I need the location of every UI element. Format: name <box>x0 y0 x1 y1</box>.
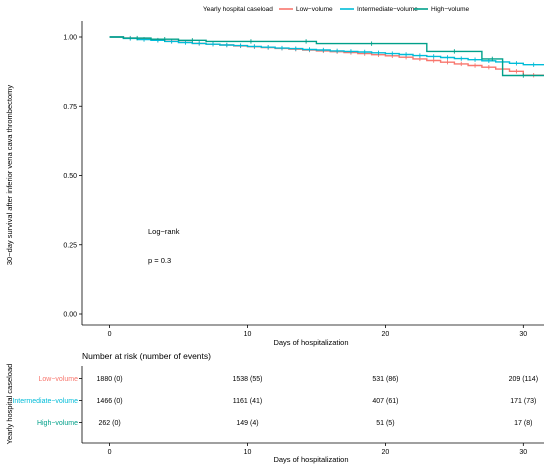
legend-label-low: Low−volume <box>296 6 333 13</box>
pvalue-label: p = 0.3 <box>148 256 171 265</box>
risk-row-label: Intermediate−volume <box>12 398 78 405</box>
survival-curves <box>109 35 544 78</box>
risk-row-label: High−volume <box>37 420 78 427</box>
main-plot: 0.00 0.25 0.50 0.75 1.00 0 10 20 30 30−day surv… <box>5 21 544 347</box>
risk-cell: 1161 (41) <box>233 398 262 405</box>
y-axis-label: 30−day survival after inferior vena cava… <box>5 85 14 266</box>
risk-cell: 1880 (0) <box>97 376 123 383</box>
risk-cell: 209 (114) <box>509 376 538 383</box>
risk-y-axis-label: Yearly hospital caseload <box>5 364 14 445</box>
x-axis-label: Days of hospitalization <box>273 338 348 347</box>
risk-cell: 1466 (0) <box>97 398 123 405</box>
x-tick-label: 30 <box>519 331 527 338</box>
risk-x-tick-label: 20 <box>382 449 390 456</box>
y-tick-label: 0.00 <box>63 312 77 319</box>
legend-title: Yearly hospital caseload <box>203 6 273 13</box>
y-tick-label: 0.50 <box>63 173 77 180</box>
risk-rows: Low−volume 1880 (0) 1538 (55) 531 (86) 209 (… <box>12 376 538 427</box>
risk-cell: 1538 (55) <box>233 376 263 383</box>
survival-line-high <box>109 36 544 77</box>
x-tick-label: 20 <box>382 331 390 338</box>
risk-cell: 531 (86) <box>372 376 398 383</box>
risk-cell: 17 (8) <box>514 420 532 427</box>
logrank-label: Log−rank <box>148 227 180 236</box>
risk-x-axis-label: Days of hospitalization <box>273 455 348 464</box>
risk-x-tick-label: 30 <box>519 449 527 456</box>
x-tick-label: 0 <box>108 331 112 338</box>
risk-x-tick-label: 10 <box>244 449 252 456</box>
risk-cell: 51 (5) <box>376 420 394 427</box>
risk-x-tick-label: 0 <box>108 449 112 456</box>
y-tick-label: 1.00 <box>63 35 77 42</box>
survival-line-low <box>109 36 544 76</box>
risk-cell: 171 (73) <box>510 398 536 405</box>
x-tick-label: 10 <box>244 331 252 338</box>
y-tick-label: 0.25 <box>63 242 77 249</box>
x-ticks: 0 10 20 30 <box>108 325 527 338</box>
legend-label-high: High−volume <box>431 6 470 13</box>
risk-row-label: Low−volume <box>39 376 79 383</box>
risk-x-ticks: 0 10 20 30 <box>108 443 527 456</box>
risk-table-title: Number at risk (number of events) <box>82 351 211 361</box>
y-tick-label: 0.75 <box>63 104 77 111</box>
risk-cell: 149 (4) <box>236 420 258 427</box>
y-ticks: 0.00 0.25 0.50 0.75 1.00 <box>63 35 82 319</box>
risk-cell: 407 (61) <box>372 398 398 405</box>
legend-label-intermediate: Intermediate−volume <box>357 6 418 13</box>
legend: Yearly hospital caseload Low−volume Inte… <box>203 6 470 13</box>
risk-table: Number at risk (number of events) Low−vo… <box>5 351 544 464</box>
risk-cell: 262 (0) <box>98 420 120 427</box>
